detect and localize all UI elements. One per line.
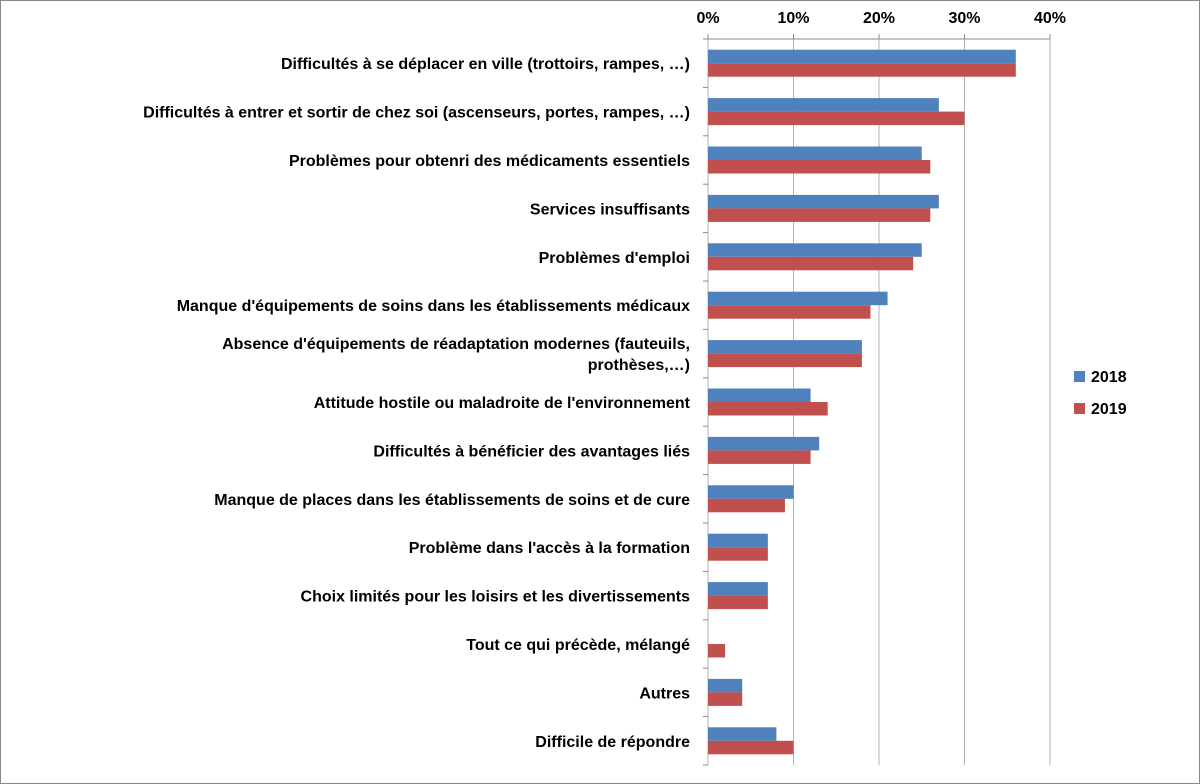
legend-swatch [1074, 371, 1085, 382]
category-label: Difficultés à entrer et sortir de chez s… [143, 105, 690, 122]
category-label: Difficultés à bénéficier des avantages l… [373, 443, 690, 460]
bar-2018 [708, 436, 820, 451]
bar-2018 [708, 678, 743, 693]
bar-2019 [708, 160, 931, 174]
bar-2019 [708, 208, 931, 222]
x-tick-label: 30% [948, 10, 980, 27]
bar-2018 [708, 340, 862, 354]
category-label: Problèmes d'emploi [539, 250, 690, 267]
category-label: Choix limités pour les loisirs et les di… [301, 589, 691, 606]
bar-2019 [708, 256, 914, 271]
category-label: Manque de places dans les établissements… [214, 492, 690, 509]
bar-2018 [708, 243, 922, 257]
bar-2018 [708, 98, 939, 112]
legend-label: 2018 [1091, 369, 1127, 386]
bar-2019 [708, 111, 965, 126]
x-tick-label: 10% [777, 10, 809, 27]
bar-2019 [708, 305, 871, 319]
bar-2018 [708, 485, 794, 499]
bar-2018 [708, 194, 939, 209]
bar-2019 [708, 547, 768, 561]
category-label: Difficile de répondre [535, 734, 690, 751]
bar-2018 [708, 146, 922, 160]
category-label: Problème dans l'accès à la formation [409, 540, 690, 557]
x-tick-label: 40% [1034, 10, 1066, 27]
legend: 2018 2019 [1074, 369, 1127, 418]
x-axis-ticks: 0% 10% 20% 30% 40% [696, 10, 1066, 27]
bar-2019 [708, 63, 1016, 77]
bar-2019 [708, 644, 726, 658]
category-label: Absence d'équipements de réadaptation mo… [222, 336, 690, 353]
bar-2019 [708, 498, 785, 513]
category-label: Attitude hostile ou maladroite de l'envi… [314, 395, 691, 412]
category-label: Problèmes pour obtenri des médicaments e… [289, 153, 690, 170]
legend-swatch [1074, 403, 1085, 414]
category-label: Services insuffisants [530, 201, 690, 218]
x-tick-label: 0% [696, 10, 719, 27]
bar-2019 [708, 692, 743, 706]
bar-2019 [708, 740, 794, 755]
bar-2019 [708, 595, 768, 610]
bar-2019 [708, 450, 811, 464]
bar-2018 [708, 582, 768, 596]
category-labels: Difficultés à se déplacer en ville (trot… [143, 56, 691, 751]
category-label: prothèses,…) [588, 357, 690, 374]
bar-2018 [708, 727, 777, 741]
category-label: Difficultés à se déplacer en ville (trot… [281, 56, 690, 73]
bar-2019 [708, 353, 862, 368]
x-tick-label: 20% [863, 10, 895, 27]
bar-2019 [708, 402, 828, 416]
bar-2018 [708, 388, 811, 402]
bars [708, 49, 1016, 755]
bar-2018 [708, 291, 888, 306]
category-label: Autres [639, 685, 690, 702]
bar-2018 [708, 49, 1016, 64]
category-label: Manque d'équipements de soins dans les é… [177, 298, 690, 315]
legend-label: 2019 [1091, 401, 1127, 418]
category-label: Tout ce qui précède, mélangé [466, 637, 690, 654]
bar-2018 [708, 533, 768, 548]
